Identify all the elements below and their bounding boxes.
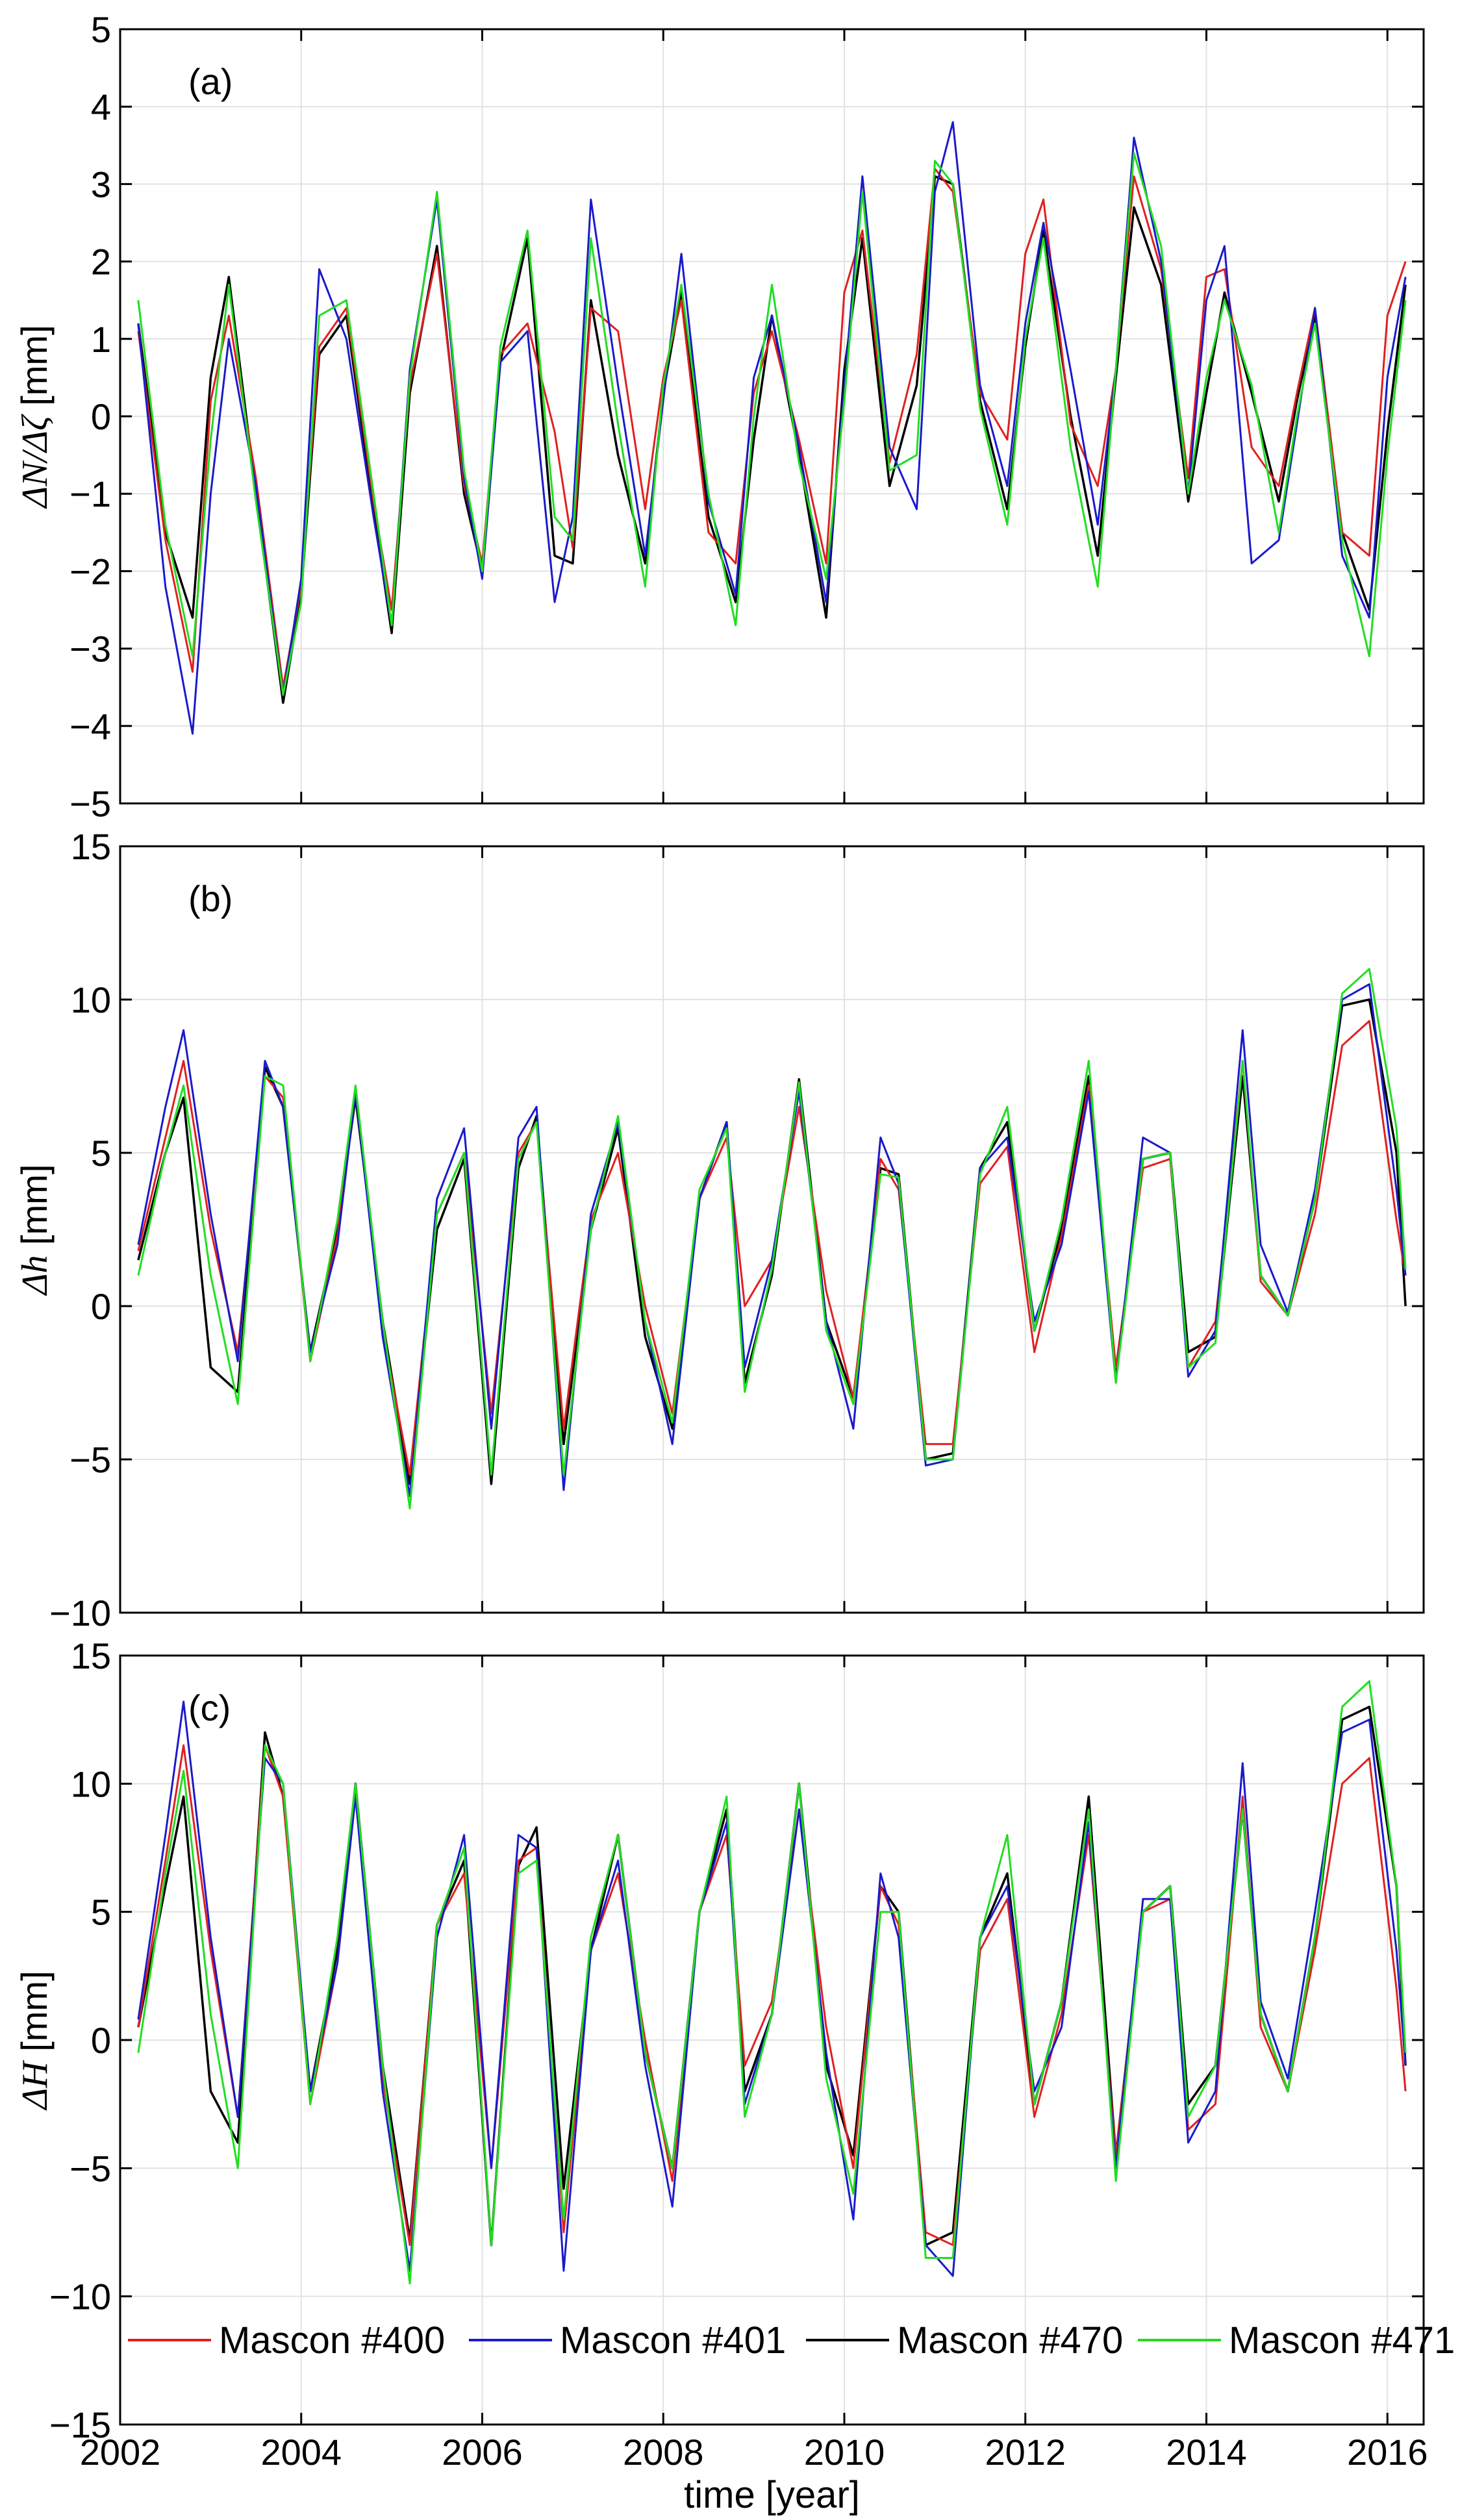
legend: Mascon #400 Mascon #401 Mascon #470 Mascon … <box>128 2319 1455 2362</box>
y-tick-label: −3 <box>69 629 111 670</box>
y-axis-label-unit: [mm] <box>14 325 55 416</box>
y-axis-label-quantity: ΔN/Δζ <box>15 414 55 509</box>
y-tick-label: 1 <box>91 319 111 360</box>
x-tick-label: 2012 <box>985 2432 1066 2473</box>
series-group <box>137 968 1407 1509</box>
x-tick-label: 2004 <box>260 2432 342 2473</box>
series-line-mascon-400 <box>137 168 1407 688</box>
y-tick-label: 15 <box>71 826 111 867</box>
y-axis-label: Δh [mm] <box>14 1165 55 1296</box>
axes-frame <box>119 845 1425 1614</box>
y-tick-label: 0 <box>91 2020 111 2061</box>
y-tick-label: −5 <box>69 2148 111 2189</box>
series-line-mascon-471 <box>137 152 1407 696</box>
series-group <box>137 121 1407 735</box>
x-tick-label: 2016 <box>1347 2432 1428 2473</box>
y-axis-label-unit: [mm] <box>14 1971 55 2061</box>
legend-label-mascon-400: Mascon #400 <box>219 2319 445 2362</box>
y-tick-label: 2 <box>91 242 111 283</box>
legend-label-mascon-401: Mascon #401 <box>560 2319 786 2362</box>
y-tick-label: −10 <box>49 1593 111 1633</box>
series-line-mascon-401 <box>137 983 1407 1498</box>
y-tick-label: 5 <box>91 1892 111 1933</box>
series-line-mascon-471 <box>137 1680 1407 2285</box>
x-tick-label: 2002 <box>80 2432 161 2473</box>
legend-label-mascon-471: Mascon #471 <box>1229 2319 1455 2362</box>
y-tick-label: 3 <box>91 164 111 205</box>
x-tick-label: 2008 <box>623 2432 704 2473</box>
panel-3: −15 −10 −5 0 5 10 15 (c) ΔH [mm] 2002 2004 2006 2008… <box>14 1635 1455 2516</box>
panel-1: −5 −4 −3 −2 −1 0 1 2 3 4 5 (a) ΔN/Δζ [mm] <box>14 9 1425 824</box>
y-tick-label: −2 <box>69 551 111 592</box>
panel-2: −10 −5 0 5 10 15 (b) Δh [mm] <box>14 826 1425 1633</box>
y-tick-label: 5 <box>91 1133 111 1174</box>
y-tick-label: 10 <box>71 979 111 1020</box>
x-tick-label: 2010 <box>804 2432 885 2473</box>
y-axis-label-quantity: ΔH <box>15 2060 55 2111</box>
panel-tag: (c) <box>188 1687 231 1728</box>
y-tick-label: −5 <box>69 783 111 824</box>
y-tick-label: −4 <box>69 706 111 747</box>
y-tick-label: −1 <box>69 473 111 514</box>
y-axis-label: ΔH [mm] <box>14 1971 55 2110</box>
x-axis-label: time [year] <box>684 2474 860 2516</box>
y-tick-label: 0 <box>91 396 111 437</box>
y-tick-label: 0 <box>91 1286 111 1327</box>
series-line-mascon-471 <box>137 968 1407 1509</box>
y-axis-label-unit: [mm] <box>14 1165 55 1255</box>
y-tick-label: −10 <box>49 2276 111 2317</box>
y-tick-label: 4 <box>91 86 111 127</box>
panel-tag: (b) <box>188 878 233 919</box>
y-tick-label: −5 <box>69 1439 111 1480</box>
y-tick-label: 15 <box>71 1635 111 1676</box>
series-group <box>137 1680 1407 2285</box>
legend-label-mascon-470: Mascon #470 <box>897 2319 1123 2362</box>
y-tick-label: −15 <box>49 2404 111 2445</box>
x-tick-label: 2006 <box>442 2432 523 2473</box>
y-tick-label: 5 <box>91 9 111 50</box>
panel-tag: (a) <box>188 61 233 102</box>
y-tick-label: 10 <box>71 1763 111 1804</box>
series-line-mascon-401 <box>137 121 1407 735</box>
y-axis-label-quantity: Δh <box>15 1255 55 1296</box>
y-axis-label: ΔN/Δζ [mm] <box>14 325 55 509</box>
x-tick-label: 2014 <box>1166 2432 1247 2473</box>
